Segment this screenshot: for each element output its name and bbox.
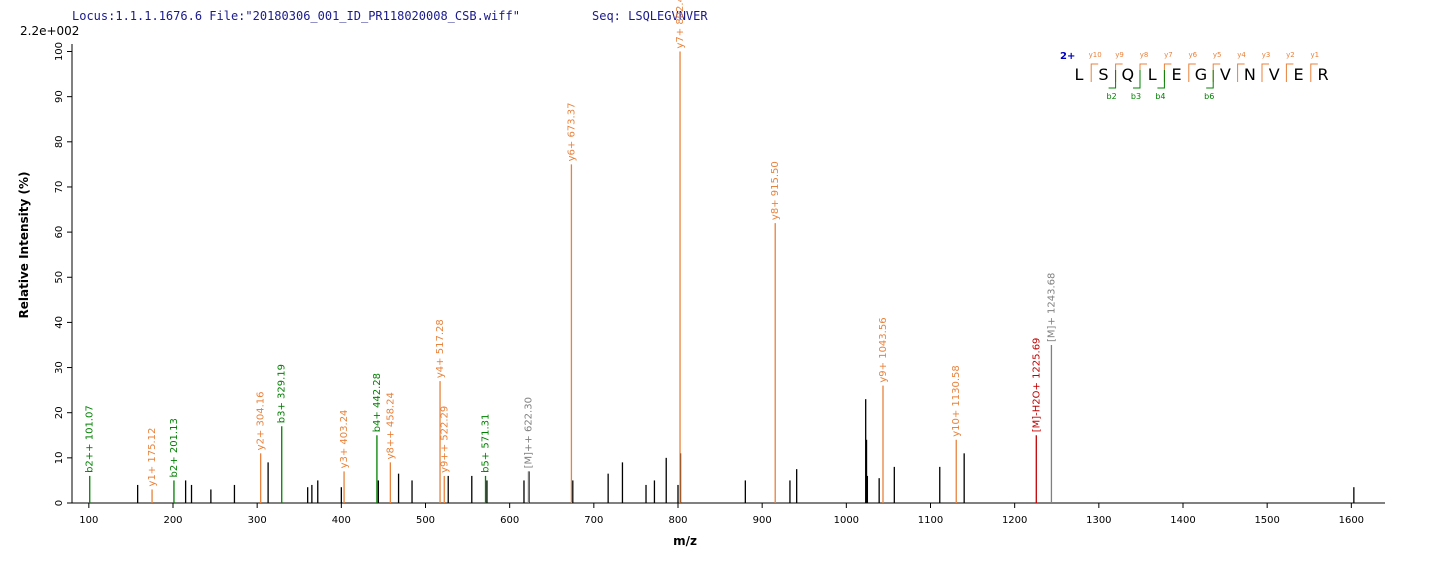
y-tick-label: 40 [54, 316, 65, 329]
y-ion: y5 [1213, 51, 1222, 59]
residue: Q [1122, 65, 1135, 84]
peak-label: [M]-H2O+ 1225.69 [1031, 338, 1042, 433]
x-tick-label: 800 [668, 515, 687, 526]
peak-label: y2+ 304.16 [256, 392, 267, 451]
y-ion: y4 [1237, 51, 1246, 59]
residue: S [1098, 65, 1108, 84]
y-ion: y9 [1115, 51, 1124, 59]
x-tick-label: 500 [416, 515, 435, 526]
b-bracket [1157, 70, 1165, 89]
y-tick-label: 70 [54, 181, 65, 194]
x-tick-label: 1600 [1339, 515, 1364, 526]
y-ion: y7 [1164, 51, 1173, 59]
y-bracket [1261, 63, 1269, 82]
peak-label: y7+ 802.42 [675, 0, 686, 49]
residue: G [1195, 65, 1207, 84]
b-ion: b2 [1107, 92, 1117, 101]
chart-subtitle: Seq: LSQLEGVNVER [592, 9, 708, 23]
x-tick-label: 900 [753, 515, 772, 526]
charge-state: 2+ [1060, 51, 1075, 62]
chart-title: Locus:1.1.1.1676.6 File:"20180306_001_ID… [72, 9, 520, 23]
peak-label: y8+ 915.50 [770, 161, 781, 220]
peak-label: [M]++ 622.30 [523, 397, 534, 468]
y-ion: y6 [1188, 51, 1197, 59]
residue: E [1294, 65, 1304, 84]
peak-label: y4+ 517.28 [435, 319, 446, 378]
x-tick-label: 200 [163, 515, 182, 526]
x-tick-label: 300 [248, 515, 267, 526]
peak-label: y9+ 1043.56 [878, 317, 889, 382]
b-ion: b6 [1204, 92, 1214, 101]
y-tick-label: 20 [54, 406, 65, 419]
peak-label: b2++ 101.07 [85, 405, 96, 473]
y-ion: y8 [1140, 51, 1149, 59]
b-ion: b4 [1155, 92, 1165, 101]
y-ion: y2 [1286, 51, 1295, 59]
y-tick-label: 80 [54, 135, 65, 148]
residue: E [1172, 65, 1182, 84]
peak-label: y8++ 458.24 [385, 392, 396, 459]
y-tick-label: 10 [54, 451, 65, 464]
y-axis-label: Relative Intensity (%) [17, 172, 31, 319]
x-tick-label: 1300 [1086, 515, 1111, 526]
b-bracket [1108, 70, 1117, 89]
y-bracket [1188, 63, 1196, 82]
y-tick-label: 100 [54, 42, 65, 61]
peak-label: b3+ 329.19 [277, 364, 288, 423]
x-tick-label: 1500 [1254, 515, 1279, 526]
y-bracket [1285, 63, 1294, 82]
x-tick-label: 700 [584, 515, 603, 526]
y-tick-label: 50 [54, 271, 65, 284]
x-tick-label: 100 [79, 515, 98, 526]
y-bracket [1237, 63, 1245, 82]
peak-label: y1+ 175.12 [147, 428, 158, 487]
y-ion: y1 [1310, 51, 1319, 59]
x-tick-label: 1100 [918, 515, 943, 526]
residue: V [1269, 65, 1280, 84]
residue: R [1317, 65, 1328, 84]
b-bracket [1206, 70, 1214, 89]
residue: L [1148, 65, 1157, 84]
x-tick-label: 600 [500, 515, 519, 526]
y-tick-label: 0 [54, 500, 65, 506]
peak-label: b5+ 571.31 [481, 414, 492, 473]
peak-label: b2+ 201.13 [169, 418, 180, 477]
y-tick-label: 30 [54, 361, 65, 374]
y-ion: y10 [1089, 51, 1102, 59]
peak-label: b4+ 442.28 [372, 373, 383, 432]
y-bracket [1139, 63, 1147, 82]
residue: L [1075, 65, 1084, 84]
x-tick-label: 1400 [1170, 515, 1195, 526]
y-bracket [1310, 63, 1318, 82]
b-ion: b3 [1131, 92, 1141, 101]
y-bracket [1163, 63, 1172, 82]
x-tick-label: 1000 [834, 515, 859, 526]
x-axis-label: m/z [673, 534, 697, 548]
peak-label: [M]+ 1243.68 [1046, 273, 1057, 342]
scale-label: 2.2e+002 [20, 24, 79, 38]
y-ion: y3 [1262, 51, 1271, 59]
peak-label: y6+ 673.37 [566, 103, 577, 162]
x-tick-label: 1200 [1002, 515, 1027, 526]
residue: N [1244, 65, 1256, 84]
residue: V [1220, 65, 1231, 84]
y-bracket [1090, 63, 1099, 82]
peak-label: y3+ 403.24 [339, 410, 350, 469]
peak-label: y9++ 522.29 [439, 406, 450, 473]
y-tick-label: 90 [54, 90, 65, 103]
y-tick-label: 60 [54, 226, 65, 239]
b-bracket [1133, 70, 1141, 89]
peak-label: y10+ 1130.58 [951, 365, 962, 437]
x-tick-label: 400 [332, 515, 351, 526]
